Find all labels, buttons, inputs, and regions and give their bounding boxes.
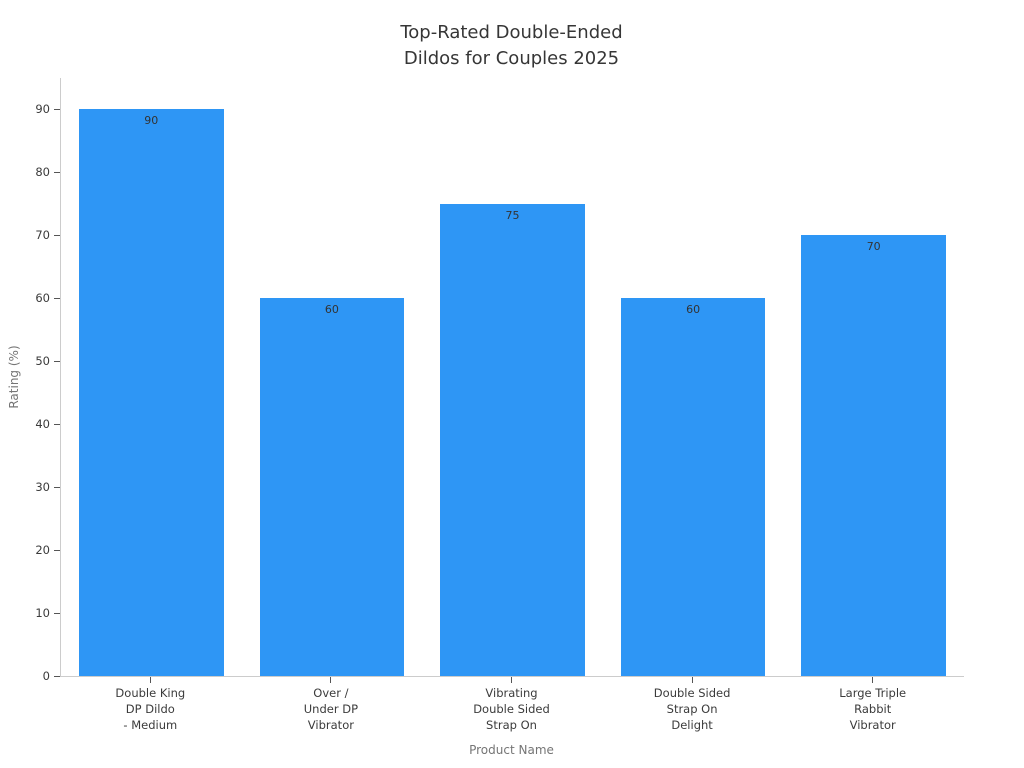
x-tick-label-line: Vibrator — [307, 718, 354, 732]
bar-value-label: 90 — [144, 114, 159, 128]
bar-2: 60 — [259, 298, 405, 676]
bar-value-label: 60 — [324, 303, 339, 317]
x-tick-mark — [149, 677, 151, 683]
x-tick-label-line: Vibrating — [485, 686, 538, 700]
plot-area: 90 60 75 60 70 — [60, 78, 964, 677]
y-tick-mark — [54, 234, 60, 236]
chart-title-line-1: Top-Rated Double-Ended — [400, 22, 623, 43]
x-tick-label-line: Double Sided — [653, 686, 731, 700]
y-tick-mark — [54, 675, 60, 677]
x-tick-label-line: Vibrator — [849, 718, 896, 732]
x-tick-label-line: Rabbit — [854, 702, 892, 716]
x-tick-label: Over / Under DP Vibrator — [246, 685, 416, 733]
bar-1: 90 — [79, 109, 224, 676]
y-tick-label: 90 — [35, 101, 50, 116]
y-tick-label: 80 — [35, 164, 50, 179]
chart-title: Top-Rated Double-Ended Dildos for Couple… — [60, 20, 963, 72]
x-tick-label: Double Sided Strap On Delight — [607, 685, 777, 733]
x-tick-label-line: - Medium — [123, 718, 178, 732]
y-tick-mark — [54, 486, 60, 488]
bar-5: 70 — [801, 235, 946, 676]
x-tick-mark — [330, 677, 332, 683]
y-tick-label: 30 — [35, 479, 50, 494]
y-tick-mark — [54, 423, 60, 425]
y-tick-mark — [54, 297, 60, 299]
y-tick-mark — [54, 549, 60, 551]
y-tick-label: 60 — [35, 290, 50, 305]
bar-value-label: 70 — [866, 240, 881, 254]
y-tick-mark — [54, 612, 60, 614]
y-tick-mark — [54, 360, 60, 362]
chart-title-line-2: Dildos for Couples 2025 — [403, 48, 620, 69]
x-tick-label: Double King DP Dildo - Medium — [65, 685, 235, 733]
y-tick-label: 50 — [35, 353, 50, 368]
bar-value-label: 60 — [686, 303, 701, 317]
y-tick-label: 20 — [35, 542, 50, 557]
x-tick-mark — [511, 677, 512, 683]
x-tick-label-line: Delight — [671, 718, 713, 732]
y-tick-label: 0 — [42, 668, 50, 683]
x-tick-label-line: Strap On — [666, 702, 718, 716]
y-tick-mark — [54, 108, 60, 110]
x-tick-label-line: Over / — [313, 686, 349, 700]
bar-4: 60 — [620, 298, 766, 676]
bar-3: 75 — [440, 203, 585, 676]
y-tick-mark — [54, 171, 60, 173]
x-tick-label: Vibrating Double Sided Strap On — [427, 685, 597, 733]
y-tick-label: 70 — [35, 227, 50, 242]
y-tick-label: 10 — [35, 605, 50, 620]
x-tick-label-line: Double Sided — [473, 702, 550, 716]
x-tick-label-line: Large Triple — [839, 686, 907, 700]
x-tick-mark — [691, 677, 693, 683]
x-tick-label-line: Under DP — [303, 702, 359, 716]
y-tick-label: 40 — [35, 416, 50, 431]
x-axis-title: Product Name — [469, 743, 554, 757]
x-tick-label-line: Double King — [115, 686, 186, 700]
x-tick-mark — [872, 677, 874, 683]
x-tick-label: Large Triple Rabbit Vibrator — [788, 685, 958, 733]
x-tick-label-line: Strap On — [486, 718, 537, 732]
bar-value-label: 75 — [505, 208, 520, 222]
x-tick-label-line: DP Dildo — [125, 702, 175, 716]
